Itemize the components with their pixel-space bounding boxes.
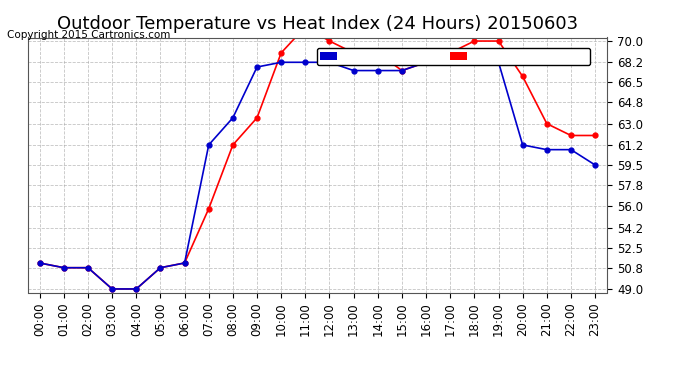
Title: Outdoor Temperature vs Heat Index (24 Hours) 20150603: Outdoor Temperature vs Heat Index (24 Ho… — [57, 15, 578, 33]
Legend: Heat Index  (°F), Temperature  (°F): Heat Index (°F), Temperature (°F) — [317, 48, 590, 65]
Text: Copyright 2015 Cartronics.com: Copyright 2015 Cartronics.com — [7, 30, 170, 39]
